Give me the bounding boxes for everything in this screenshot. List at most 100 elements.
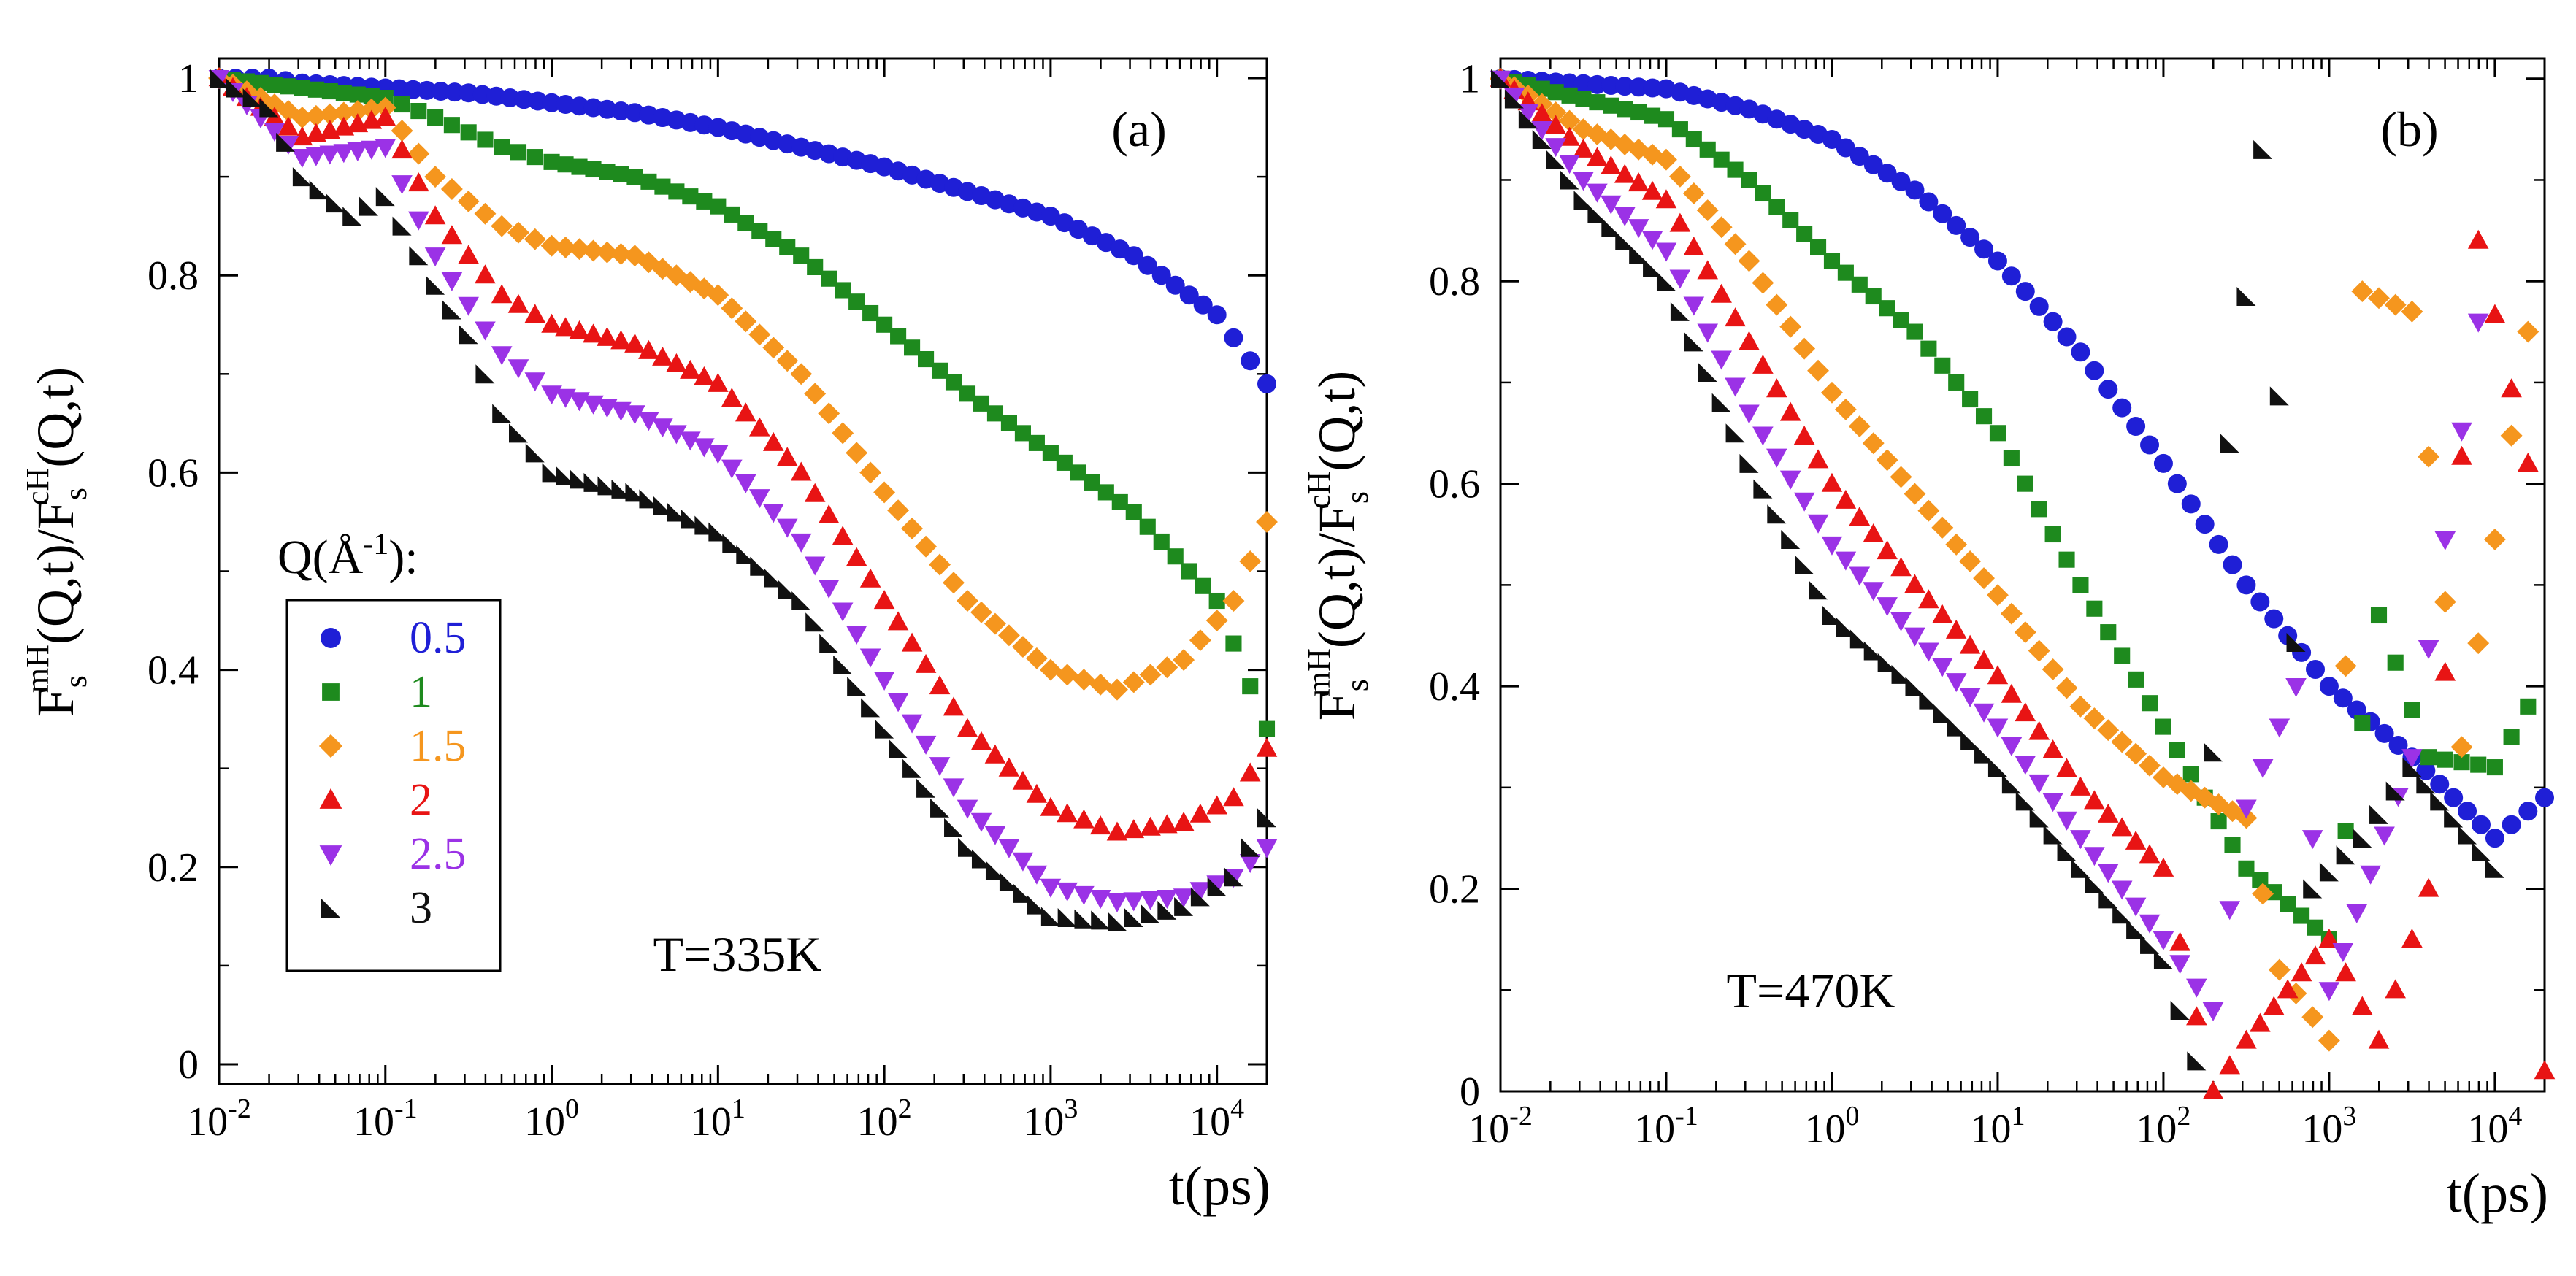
data-point (2434, 661, 2456, 681)
data-point (2015, 756, 2036, 775)
data-point (1256, 511, 1278, 533)
data-point (2153, 931, 2174, 950)
data-point (2236, 1029, 2257, 1049)
data-point (1891, 172, 1911, 191)
data-point (1739, 331, 1760, 350)
legend-marker (319, 788, 342, 809)
data-point (1026, 783, 1048, 803)
data-point (1945, 673, 1967, 693)
data-point (2224, 837, 2241, 853)
data-point (1125, 504, 1142, 520)
data-point (1173, 649, 1195, 672)
data-point (848, 293, 865, 310)
data-point (2374, 723, 2394, 743)
data-point (2369, 804, 2389, 824)
data-point (2333, 688, 2353, 708)
data-point (2001, 775, 2021, 794)
data-point (776, 350, 799, 372)
data-point (1697, 323, 1719, 343)
data-point (541, 313, 562, 333)
data-point (638, 339, 659, 359)
data-point (1073, 885, 1095, 905)
data-point (2085, 361, 2104, 380)
data-point (804, 383, 827, 405)
data-point (1919, 192, 1939, 212)
data-point (2269, 718, 2291, 738)
y-tick-label: 0.8 (147, 253, 199, 299)
data-point (1823, 253, 1841, 269)
data-point (610, 330, 632, 350)
data-point (2467, 229, 2489, 249)
data-point (1042, 445, 1059, 461)
data-point (1974, 239, 1994, 259)
data-point (1906, 323, 1923, 340)
data-point (2058, 551, 2075, 568)
series-3 (210, 69, 1276, 931)
data-point (2370, 607, 2388, 624)
data-point (1575, 91, 1592, 107)
data-point (1589, 94, 1606, 111)
data-point (2418, 877, 2439, 897)
data-point (597, 99, 617, 119)
data-point (1934, 357, 1951, 374)
data-point (1877, 540, 1898, 560)
data-point (1587, 147, 1608, 166)
legend-entry: 3 (410, 883, 432, 933)
data-point (1904, 574, 1925, 593)
data-point (596, 241, 618, 264)
data-point (2250, 1012, 2271, 1032)
data-point (1544, 101, 1567, 123)
data-point (654, 178, 671, 195)
data-point (2125, 897, 2147, 917)
legend-entry: 2.5 (410, 829, 467, 879)
data-point (1755, 185, 1771, 202)
data-point (1959, 688, 1981, 707)
data-point (491, 346, 513, 366)
data-point (1863, 155, 1883, 174)
data-point (1239, 853, 1261, 873)
data-point (832, 422, 854, 445)
data-point (1669, 269, 1691, 289)
data-point (1779, 401, 1801, 421)
data-point (1655, 189, 1677, 209)
data-point (1533, 80, 1550, 97)
data-point (2250, 592, 2270, 612)
data-point (500, 88, 520, 108)
data-point (997, 624, 1020, 647)
data-point (226, 78, 245, 98)
data-point (1157, 900, 1177, 920)
series-3 (1491, 69, 2504, 1071)
data-point (1206, 795, 1227, 815)
data-point (2169, 931, 2190, 951)
data-point (1601, 155, 1622, 175)
x-tick-label: 10-2 (187, 1094, 251, 1145)
data-point (610, 242, 632, 265)
data-point (1573, 74, 1593, 93)
data-point (1655, 242, 1677, 262)
data-point (680, 431, 701, 451)
data-point (945, 374, 962, 391)
data-point (542, 93, 561, 112)
data-point (1630, 104, 1647, 121)
data-point (821, 270, 837, 287)
data-point (915, 653, 937, 673)
data-point (1207, 877, 1227, 896)
data-point (776, 447, 798, 466)
data-point (2293, 907, 2310, 924)
data-point (2430, 775, 2450, 794)
data-point (1987, 665, 2009, 685)
data-point (765, 231, 782, 247)
data-point (1796, 226, 1813, 242)
data-point (1106, 893, 1128, 913)
data-point (2083, 707, 2106, 729)
data-point (569, 320, 590, 339)
data-point (1560, 170, 1579, 190)
data-point (266, 76, 283, 93)
data-point (2471, 842, 2491, 861)
data-point (652, 418, 673, 438)
data-point (1614, 207, 1636, 226)
data-point (1587, 74, 1607, 94)
data-point (2028, 774, 2050, 793)
data-point (2097, 803, 2119, 823)
data-point (391, 120, 413, 142)
